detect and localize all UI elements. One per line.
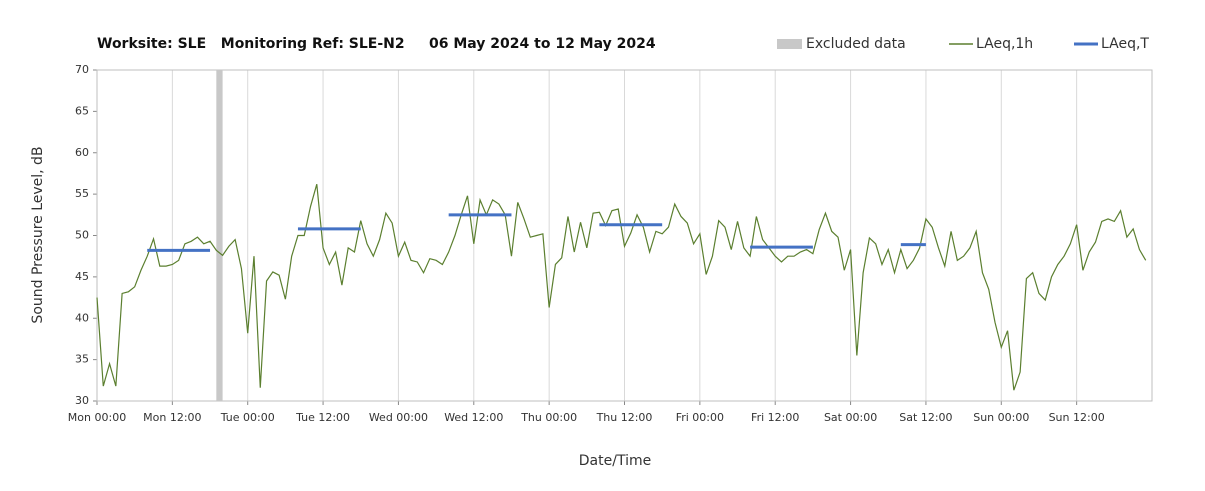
x-tick-label: Fri 00:00	[676, 411, 724, 424]
x-tick-label: Mon 12:00	[143, 411, 201, 424]
y-tick-label: 35	[75, 353, 89, 366]
legend-label: LAeq,1h	[976, 36, 1033, 52]
x-tick-label: Thu 12:00	[596, 411, 653, 424]
x-tick-label: Sun 12:00	[1049, 411, 1105, 424]
y-tick-label: 30	[75, 394, 89, 407]
y-tick-label: 45	[75, 270, 89, 283]
x-tick-label: Sat 00:00	[824, 411, 877, 424]
legend-label: Excluded data	[806, 36, 906, 52]
legend-label: LAeq,T	[1101, 36, 1149, 52]
excluded-band	[216, 70, 223, 401]
x-tick-label: Thu 00:00	[520, 411, 577, 424]
x-tick-label: Sat 12:00	[899, 411, 952, 424]
y-tick-label: 60	[75, 146, 89, 159]
y-axis-title: Sound Pressure Level, dB	[30, 146, 46, 323]
y-tick-label: 50	[75, 229, 89, 242]
legend-swatch	[777, 39, 802, 49]
x-tick-label: Tue 12:00	[295, 411, 350, 424]
y-tick-label: 65	[75, 104, 89, 117]
x-axis-title: Date/Time	[579, 453, 651, 469]
chart-title: Worksite: SLE Monitoring Ref: SLE-N2 06 …	[97, 36, 656, 52]
x-tick-label: Mon 00:00	[68, 411, 126, 424]
x-tick-label: Fri 12:00	[751, 411, 799, 424]
x-tick-label: Sun 00:00	[973, 411, 1029, 424]
x-tick-label: Wed 12:00	[444, 411, 503, 424]
y-tick-label: 70	[75, 63, 89, 76]
laeq-1h-line	[96, 184, 1147, 391]
x-tick-label: Wed 00:00	[369, 411, 428, 424]
y-tick-label: 55	[75, 187, 89, 200]
x-tick-label: Tue 00:00	[220, 411, 275, 424]
y-tick-label: 40	[75, 311, 89, 324]
plot-frame	[96, 69, 1153, 402]
